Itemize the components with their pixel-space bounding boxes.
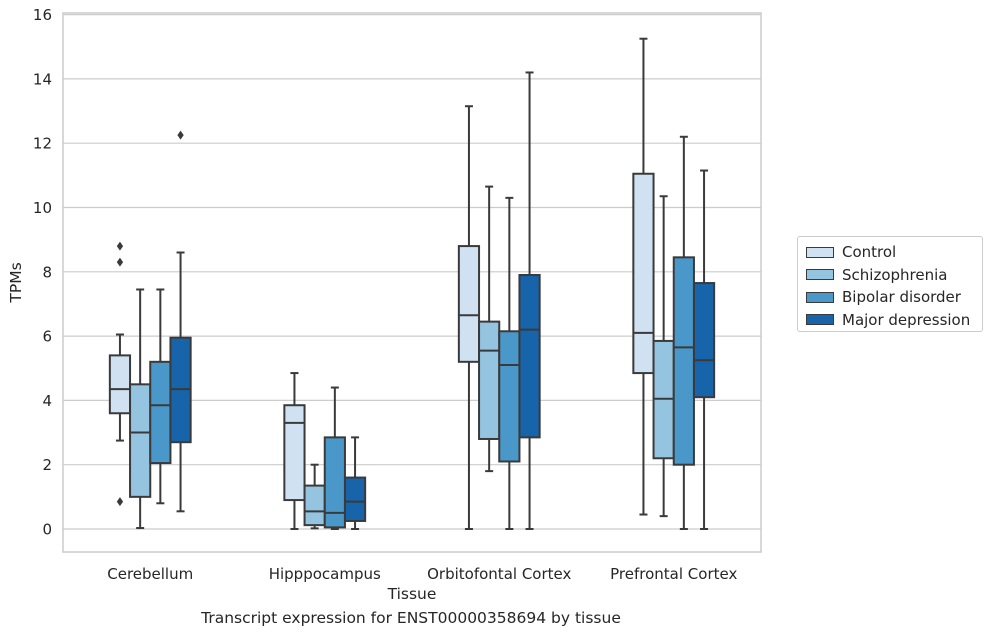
box-cerebellum-schizophrenia — [129, 288, 152, 530]
y-tick-label-8: 8 — [42, 263, 52, 281]
iqr-box — [478, 320, 501, 440]
iqr-box — [343, 476, 367, 522]
iqr-box — [498, 330, 521, 463]
y-tick-label-4: 4 — [42, 392, 52, 410]
x-axis-label: Tissue — [387, 585, 437, 603]
y-tick-label-10: 10 — [33, 199, 52, 217]
y-tick-label-14: 14 — [33, 70, 52, 88]
legend-swatch-control — [806, 246, 834, 258]
iqr-box — [283, 404, 306, 502]
box-prefrontal-cortex-bipolar-disorder — [672, 135, 695, 530]
y-tick-label-12: 12 — [33, 135, 52, 153]
legend-swatch-major-depression — [806, 314, 834, 326]
legend: Control Schizophrenia Bipolar disorder M… — [797, 236, 983, 332]
legend-item-bipolar-disorder: Bipolar disorder — [806, 286, 974, 309]
y-tick-label-6: 6 — [42, 328, 52, 346]
outlier-point — [116, 241, 124, 251]
legend-swatch-schizophrenia — [806, 269, 834, 281]
y-tick-label-0: 0 — [42, 521, 52, 539]
legend-label-control: Control — [842, 243, 897, 262]
y-tick-label-16: 16 — [33, 6, 52, 24]
box-hipppocampus-schizophrenia — [303, 463, 326, 530]
box-hipppocampus-control — [283, 372, 306, 530]
x-tick-label-prefrontal-cortex: Prefrontal Cortex — [610, 565, 737, 583]
legend-swatch-bipolar-disorder — [806, 291, 834, 303]
iqr-box — [518, 274, 541, 439]
y-tick-label-2: 2 — [42, 456, 52, 474]
box-prefrontal-cortex-major-depression — [692, 169, 716, 530]
legend-label-major-depression: Major depression — [842, 310, 971, 329]
figure-caption: Transcript expression for ENST0000035869… — [201, 609, 621, 627]
outlier-point — [116, 497, 124, 507]
iqr-box — [457, 245, 481, 363]
legend-item-schizophrenia: Schizophrenia — [806, 264, 974, 287]
legend-item-control: Control — [806, 241, 974, 264]
box-cerebellum-control — [108, 241, 132, 507]
x-tick-label-cerebellum: Cerebellum — [107, 565, 193, 583]
iqr-box — [632, 172, 655, 375]
plot-area — [62, 12, 762, 553]
iqr-box — [303, 484, 326, 527]
box-cerebellum-major-depression — [169, 130, 192, 513]
iqr-box — [692, 282, 716, 399]
legend-label-schizophrenia: Schizophrenia — [842, 265, 948, 284]
outlier-point — [177, 130, 184, 140]
box-orbitofontal-cortex-schizophrenia — [478, 185, 501, 473]
iqr-box — [149, 360, 172, 465]
box-hipppocampus-major-depression — [343, 436, 367, 530]
iqr-box — [672, 256, 695, 466]
legend-label-bipolar-disorder: Bipolar disorder — [842, 288, 961, 307]
iqr-box — [108, 354, 132, 415]
iqr-box — [129, 383, 152, 498]
y-axis-label: TPMs — [7, 262, 25, 303]
box-prefrontal-cortex-control — [632, 37, 655, 516]
legend-item-major-depression: Major depression — [806, 309, 974, 332]
box-orbitofontal-cortex-control — [457, 105, 481, 530]
x-tick-label-hipppocampus: Hipppocampus — [269, 565, 381, 583]
x-tick-label-orbitofontal-cortex: Orbitofontal Cortex — [427, 565, 571, 583]
outlier-point — [116, 257, 124, 267]
box-orbitofontal-cortex-major-depression — [518, 71, 541, 530]
box-prefrontal-cortex-schizophrenia — [652, 195, 675, 518]
